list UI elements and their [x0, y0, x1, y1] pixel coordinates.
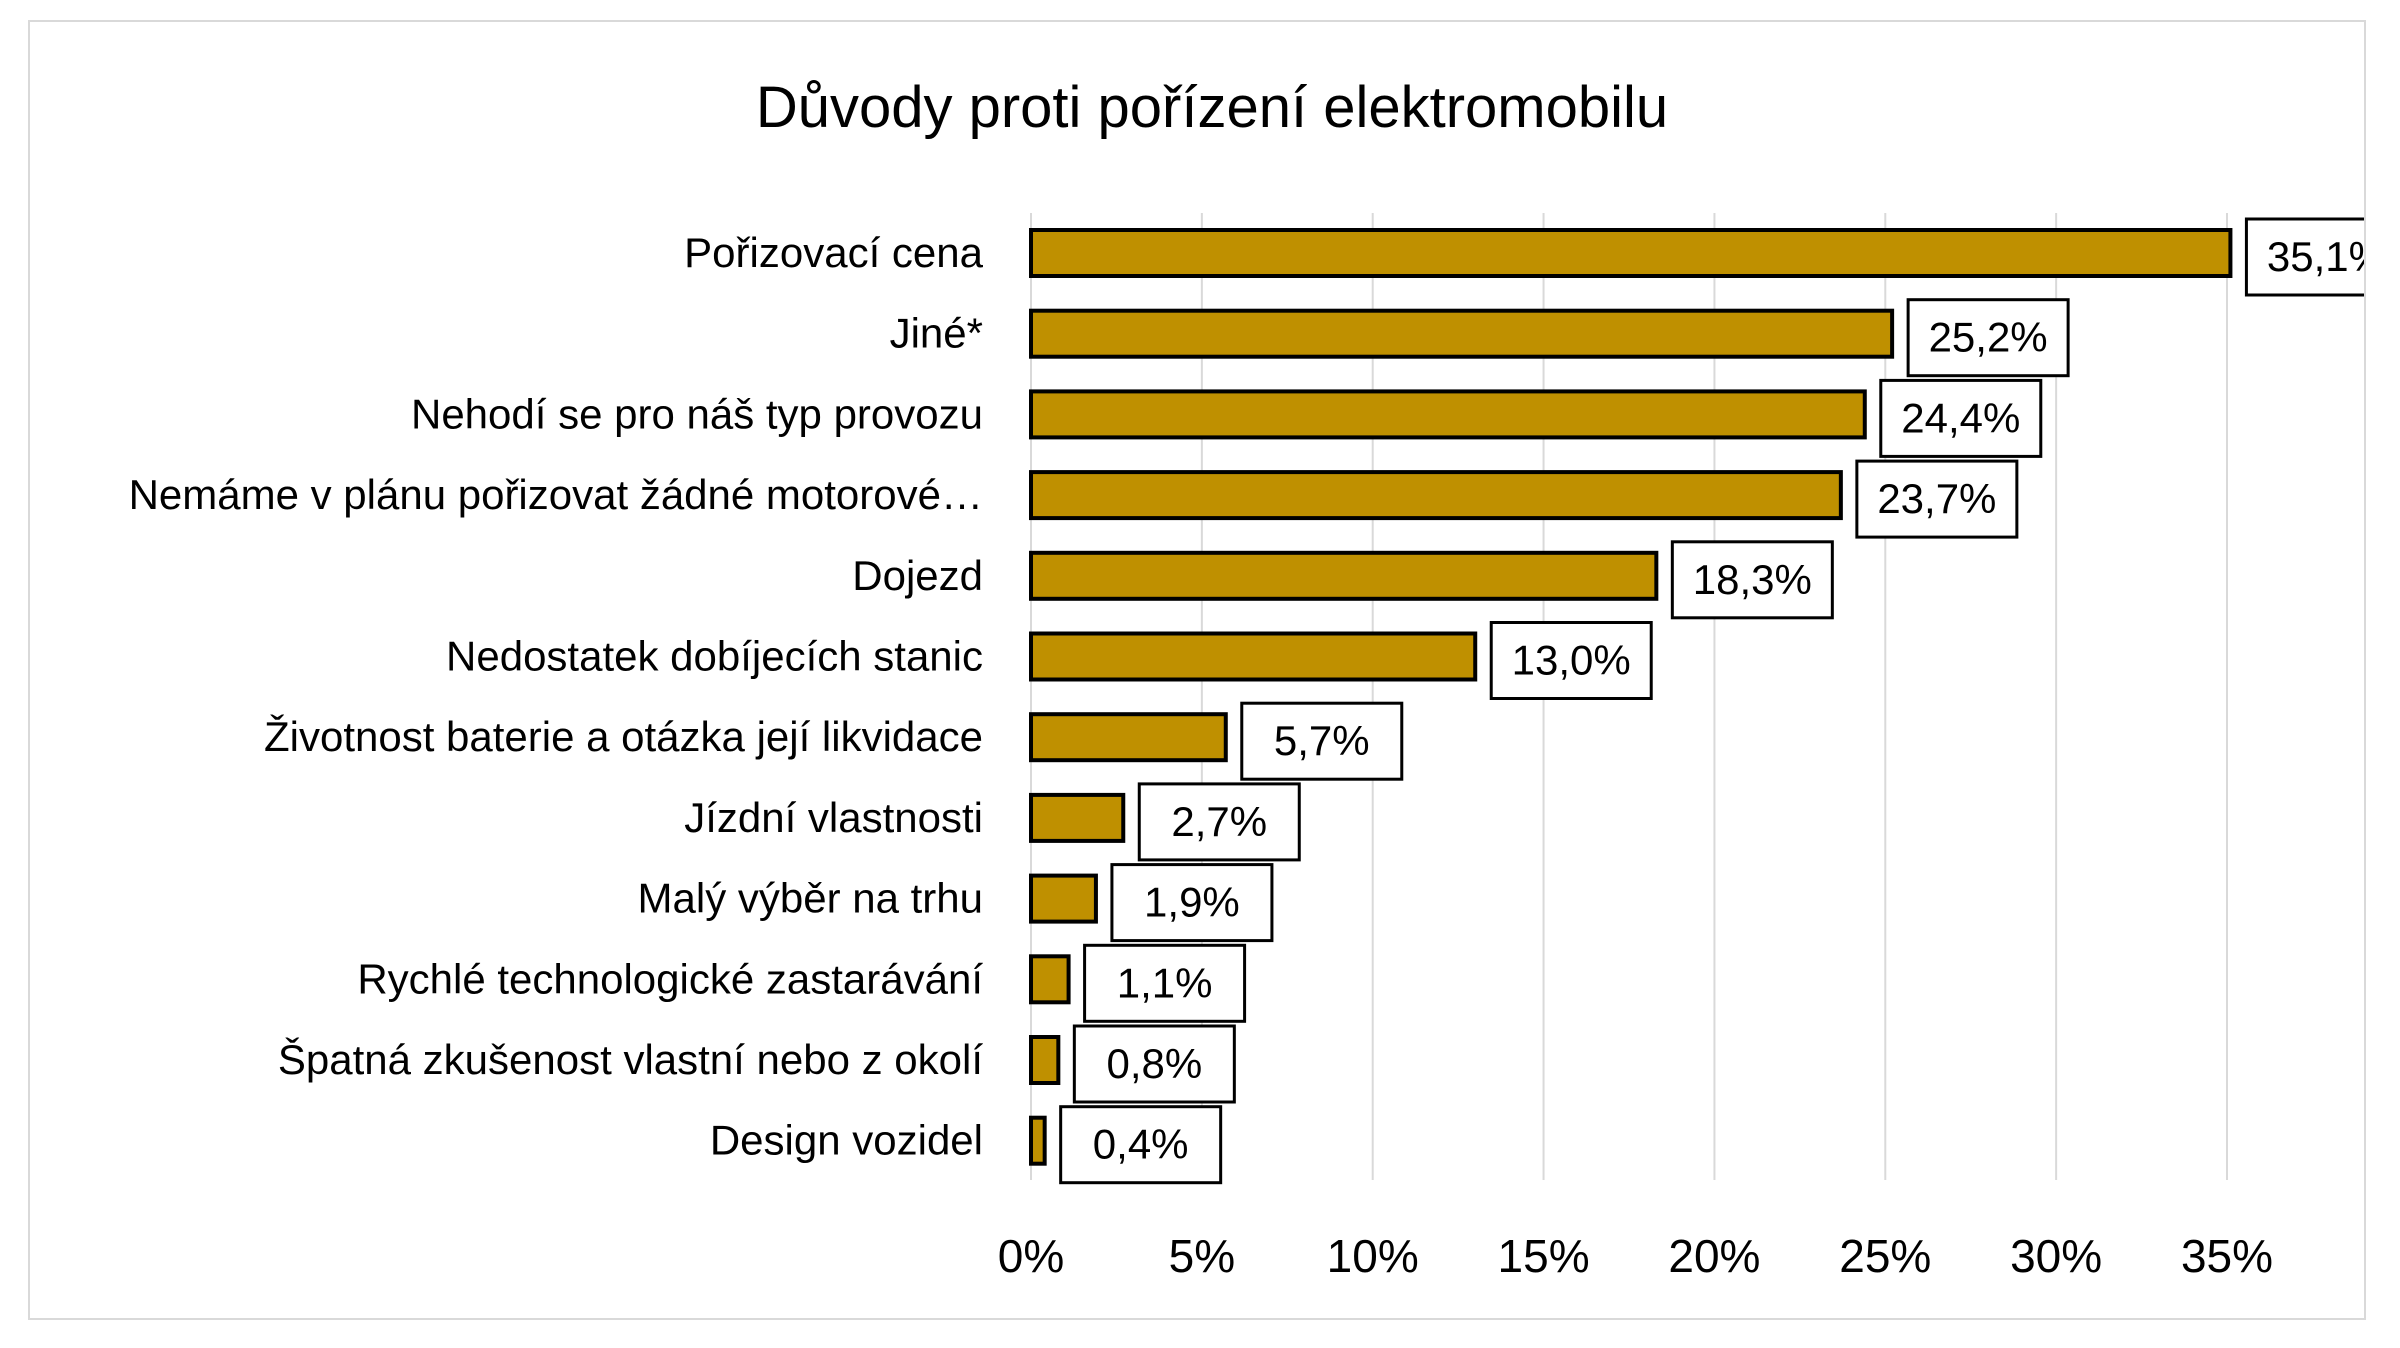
- category-label: Malý výběr na trhu: [638, 875, 983, 922]
- chart-title: Důvody proti pořízení elektromobilu: [756, 75, 1668, 140]
- category-label: Životnost baterie a otázka její likvidac…: [264, 713, 983, 760]
- data-label: 13,0%: [1512, 637, 1631, 684]
- data-label: 35,1%: [2267, 233, 2366, 280]
- data-label: 24,4%: [1901, 394, 2020, 441]
- bar: [1029, 1115, 1047, 1166]
- x-tick-label: 10%: [1327, 1230, 1419, 1282]
- x-tick-label: 30%: [2010, 1230, 2102, 1282]
- category-label: Rychlé technologické zastarávání: [357, 955, 983, 1002]
- bar: [1029, 470, 1843, 521]
- data-label: 5,7%: [1274, 717, 1370, 764]
- category-label: Pořizovací cena: [684, 229, 983, 276]
- data-label: 25,2%: [1929, 314, 2048, 361]
- data-label: 1,1%: [1117, 959, 1213, 1006]
- x-tick-label: 5%: [1169, 1230, 1235, 1282]
- category-label: Design vozidel: [710, 1117, 983, 1164]
- category-label: Nemáme v plánu pořizovat žádné motorové…: [129, 471, 983, 518]
- data-label: 23,7%: [1877, 475, 1996, 522]
- data-label-box: [1110, 863, 1274, 943]
- category-label: Nedostatek dobíjecích stanic: [446, 633, 983, 680]
- bar: [1029, 712, 1228, 763]
- bar: [1029, 873, 1098, 924]
- data-label-box: [1879, 378, 2043, 458]
- category-label: Špatná zkušenost vlastní nebo z okolí: [278, 1036, 983, 1083]
- data-label: 0,8%: [1106, 1040, 1202, 1087]
- chart-frame: Důvody proti pořízení elektromobilu Poři…: [28, 20, 2366, 1320]
- data-label-box: [1137, 782, 1301, 862]
- data-label-box: [1240, 701, 1404, 781]
- data-label-box: [1855, 459, 2019, 539]
- bar-chart: Důvody proti pořízení elektromobilu Poři…: [129, 75, 2366, 1282]
- category-label: Jízdní vlastnosti: [684, 794, 983, 841]
- x-tick-label: 35%: [2181, 1230, 2273, 1282]
- data-label-box: [1906, 298, 2070, 378]
- data-label: 1,9%: [1144, 879, 1240, 926]
- bar: [1029, 792, 1126, 843]
- bar: [1029, 954, 1071, 1005]
- bar: [1029, 228, 2233, 278]
- data-label-box: [1059, 1105, 1223, 1185]
- bar: [1029, 1035, 1061, 1085]
- category-label: Jiné*: [890, 310, 983, 357]
- bar: [1029, 389, 1867, 440]
- category-label: Nehodí se pro náš typ provozu: [411, 390, 983, 437]
- data-label: 0,4%: [1093, 1121, 1189, 1168]
- data-label-box: [1670, 540, 1834, 620]
- data-label: 2,7%: [1171, 798, 1267, 845]
- bar: [1029, 550, 1659, 601]
- data-label-box: [1489, 621, 1653, 700]
- x-tick-label: 25%: [1839, 1230, 1931, 1282]
- bar: [1029, 308, 1895, 359]
- data-label-box: [1083, 943, 1247, 1023]
- x-tick-label: 20%: [1668, 1230, 1760, 1282]
- data-label-box: [1072, 1024, 1236, 1104]
- bar: [1029, 631, 1478, 682]
- data-label: 18,3%: [1693, 556, 1812, 603]
- data-label-box: [2244, 217, 2364, 297]
- x-tick-label: 15%: [1498, 1230, 1590, 1282]
- x-tick-label: 0%: [998, 1230, 1064, 1282]
- category-label: Dojezd: [852, 552, 983, 599]
